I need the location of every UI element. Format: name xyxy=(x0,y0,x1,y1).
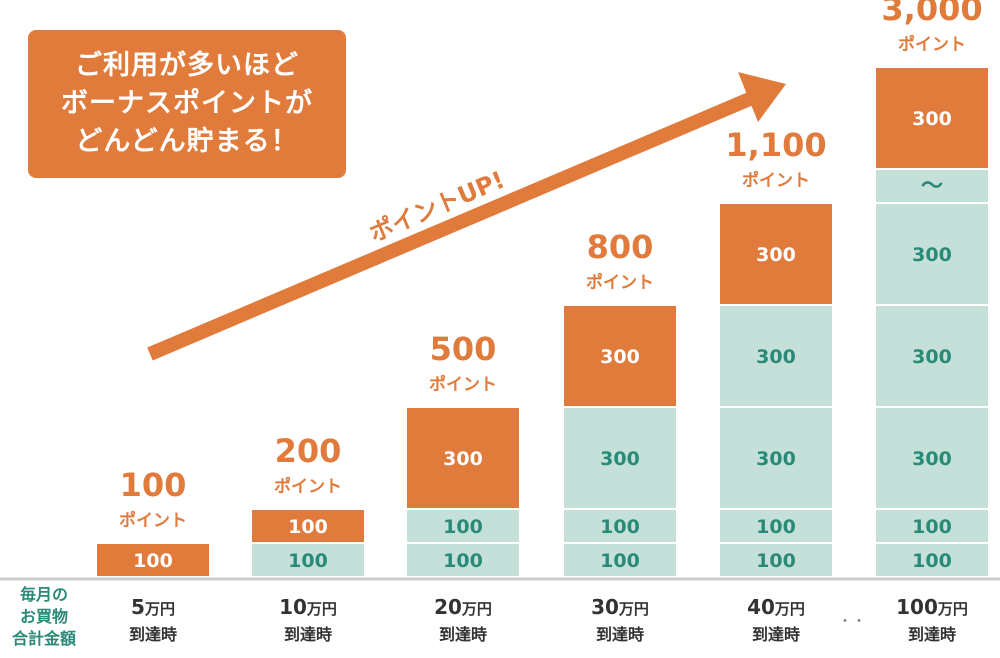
total-unit: ポイント xyxy=(119,510,187,531)
bar-segment xyxy=(407,510,519,542)
headline-line-2: ボーナスポイントが xyxy=(61,88,313,119)
bar-segment xyxy=(252,544,364,576)
segment-label: 100 xyxy=(912,550,952,572)
segment-label: 300 xyxy=(912,346,952,368)
segment-label: 300 xyxy=(912,448,952,470)
category-amount: 5万円 xyxy=(131,595,175,619)
headline-callout: ご利用が多いほど ボーナスポイントが どんどん貯まる！ xyxy=(28,30,346,178)
total-unit: ポイント xyxy=(274,476,342,497)
headline-line-1: ご利用が多いほど xyxy=(75,50,299,81)
segment-label: 100 xyxy=(443,516,483,538)
segment-label: 300 xyxy=(912,108,952,130)
total-unit: ポイント xyxy=(429,374,497,395)
segment-label: 300 xyxy=(912,244,952,266)
bar-segment xyxy=(407,408,519,508)
total-value: 1,100 xyxy=(725,126,826,164)
segment-label: 100 xyxy=(288,516,328,538)
headline-line-3: どんどん貯まる！ xyxy=(75,126,299,157)
segment-label: ～ xyxy=(921,174,943,199)
segment-label: 100 xyxy=(133,550,173,572)
total-value: 3,000 xyxy=(881,0,982,28)
bar-segment xyxy=(876,306,988,406)
category-suffix: 到達時 xyxy=(908,625,956,644)
bar-segment xyxy=(252,510,364,542)
total-unit: ポイント xyxy=(742,170,810,191)
category-amount: 30万円 xyxy=(591,595,649,619)
row-label-line: お買物 xyxy=(20,607,68,626)
bar-segment xyxy=(564,544,676,576)
bar-segment xyxy=(720,544,832,576)
category-ellipsis: ・・ xyxy=(838,614,866,630)
category-suffix: 到達時 xyxy=(752,625,800,644)
segment-label: 100 xyxy=(756,516,796,538)
up-arrow-shaft xyxy=(147,91,755,361)
bar-segment xyxy=(876,170,988,202)
total-value: 100 xyxy=(120,466,187,504)
segment-label: 100 xyxy=(756,550,796,572)
bar-segment xyxy=(564,408,676,508)
total-value: 800 xyxy=(587,228,654,266)
segment-label: 100 xyxy=(600,550,640,572)
segment-label: 100 xyxy=(443,550,483,572)
bar-segment xyxy=(876,510,988,542)
category-amount: 10万円 xyxy=(279,595,337,619)
bar-segment xyxy=(876,68,988,168)
bar-segment xyxy=(564,306,676,406)
bar-segment xyxy=(97,544,209,576)
up-arrow-head xyxy=(738,72,786,122)
category-suffix: 到達時 xyxy=(129,625,177,644)
row-label-line: 毎月の xyxy=(20,585,68,604)
segment-label: 100 xyxy=(600,516,640,538)
bar-segment xyxy=(720,306,832,406)
total-unit: ポイント xyxy=(898,34,966,55)
category-suffix: 到達時 xyxy=(439,625,487,644)
total-value: 200 xyxy=(275,432,342,470)
segment-label: 300 xyxy=(756,448,796,470)
bar-segment xyxy=(876,204,988,304)
bar-segment xyxy=(876,544,988,576)
bar-segment xyxy=(876,408,988,508)
row-label-line: 合計金額 xyxy=(12,629,76,648)
total-unit: ポイント xyxy=(586,272,654,293)
segment-label: 100 xyxy=(912,516,952,538)
segment-label: 300 xyxy=(756,346,796,368)
segment-label: 300 xyxy=(600,346,640,368)
bar-segment xyxy=(720,408,832,508)
category-amount: 40万円 xyxy=(747,595,805,619)
category-amount: 20万円 xyxy=(434,595,492,619)
segment-label: 300 xyxy=(756,244,796,266)
bar-segment xyxy=(720,204,832,304)
total-value: 500 xyxy=(430,330,497,368)
segment-label: 300 xyxy=(443,448,483,470)
segment-label: 100 xyxy=(288,550,328,572)
category-amount: 100万円 xyxy=(896,595,968,619)
bar-segment xyxy=(564,510,676,542)
category-suffix: 到達時 xyxy=(596,625,644,644)
bar-segment xyxy=(407,544,519,576)
category-suffix: 到達時 xyxy=(284,625,332,644)
segment-label: 300 xyxy=(600,448,640,470)
bar-segment xyxy=(720,510,832,542)
